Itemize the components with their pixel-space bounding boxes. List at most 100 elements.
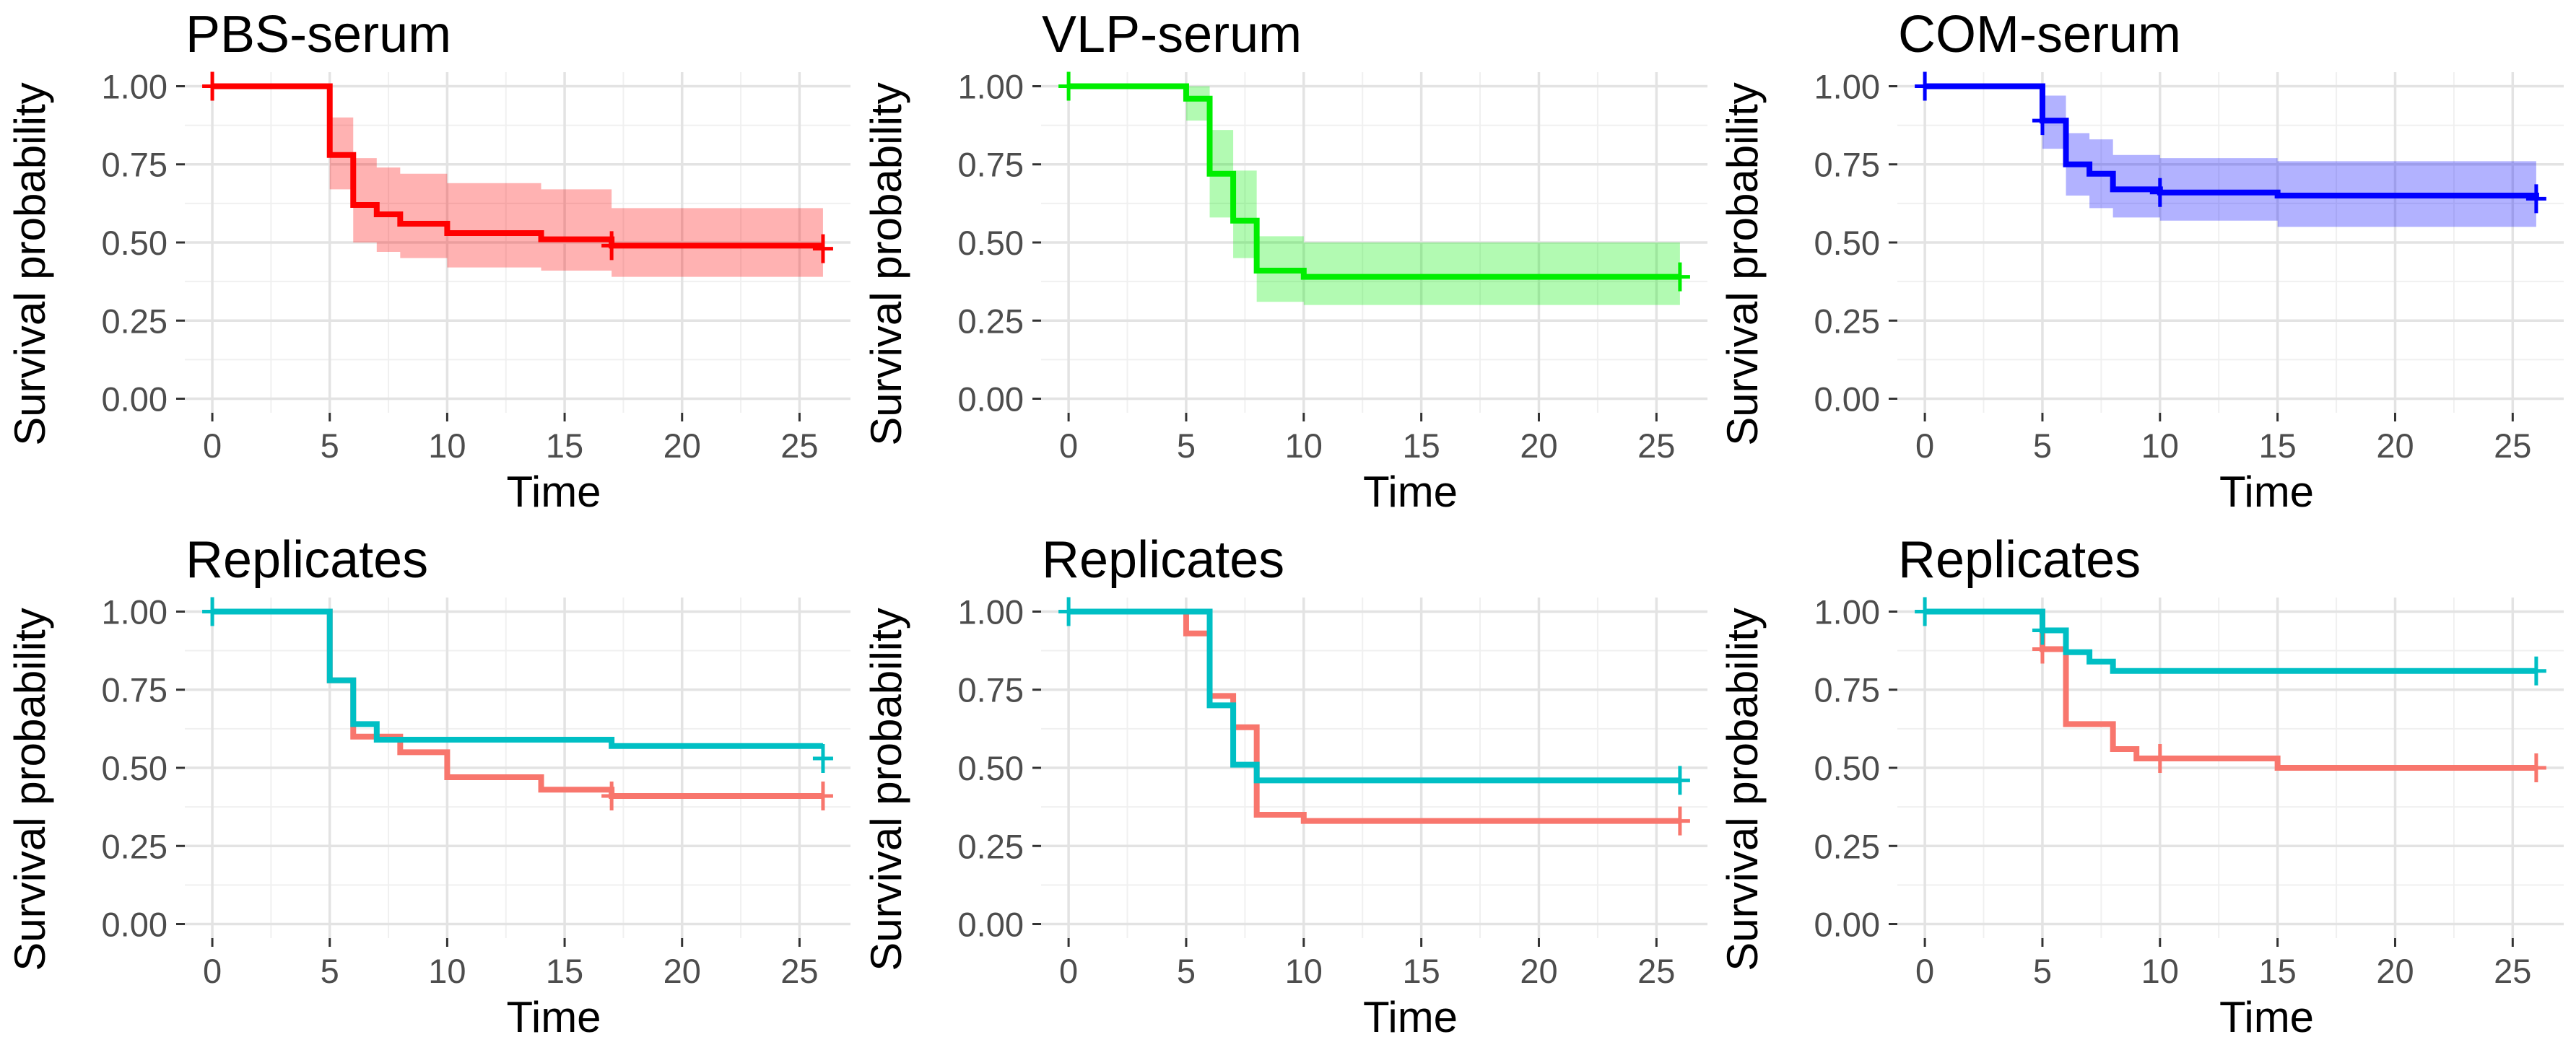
- x-tick-label: 25: [780, 952, 818, 990]
- x-tick-label: 25: [2494, 952, 2531, 990]
- panel-2: 0 5 10 15 20 25 0.00 0.25 0.50 0.75 1.00 VLP-serum T…: [862, 6, 1707, 516]
- y-tick-label: 0.75: [958, 146, 1024, 184]
- y-axis-label: Survival probability: [1718, 608, 1767, 971]
- y-tick-label: 0.00: [102, 906, 167, 944]
- survival-curve-2: [1925, 608, 2536, 674]
- x-tick-label: 5: [321, 952, 339, 990]
- y-tick-label: 0.75: [102, 671, 167, 709]
- x-tick-label: 15: [546, 426, 583, 465]
- x-tick-label: 5: [2033, 952, 2052, 990]
- y-tick-label: 0.50: [102, 224, 167, 262]
- x-tick-label: 15: [2258, 952, 2296, 990]
- x-tick-label: 5: [2033, 426, 2052, 465]
- y-axis-label: Survival probability: [1718, 82, 1767, 446]
- censor-mark: [2149, 744, 2170, 774]
- y-axis-label: Survival probability: [6, 82, 54, 446]
- x-tick-label: 15: [546, 952, 583, 990]
- panel-1: 0 5 10 15 20 25 0.00 0.25 0.50 0.75 1.00 PBS-serum T…: [6, 6, 850, 516]
- censor-mark: [812, 234, 833, 263]
- censor-mark: [2525, 753, 2546, 782]
- x-tick-label: 10: [1285, 426, 1323, 465]
- censor-mark: [202, 71, 223, 101]
- y-tick-label: 1.00: [958, 67, 1024, 105]
- x-tick-label: 25: [780, 426, 818, 465]
- panel-title: Replicates: [186, 531, 428, 589]
- survival-curve-1: [1069, 83, 1680, 280]
- x-tick-label: 5: [1177, 426, 1196, 465]
- x-tick-label: 0: [203, 426, 222, 465]
- confidence-band-1: [212, 86, 823, 277]
- censor-mark: [2032, 616, 2053, 645]
- x-tick-label: 5: [1177, 952, 1196, 990]
- confidence-band-1: [1925, 86, 2536, 227]
- y-tick-label: 1.00: [958, 592, 1024, 631]
- y-tick-label: 0.50: [1814, 224, 1880, 262]
- x-tick-label: 25: [2494, 426, 2531, 465]
- censor-mark: [812, 781, 833, 810]
- y-tick-label: 0.50: [102, 749, 167, 787]
- y-tick-label: 1.00: [102, 592, 167, 631]
- x-tick-label: 25: [1637, 952, 1675, 990]
- y-tick-label: 0.50: [958, 749, 1024, 787]
- x-tick-label: 20: [1520, 426, 1557, 465]
- y-tick-label: 0.50: [1814, 749, 1880, 787]
- censor-mark: [2525, 184, 2546, 214]
- y-tick-label: 1.00: [102, 67, 167, 105]
- x-tick-label: 15: [1402, 952, 1440, 990]
- censor-mark: [601, 231, 622, 261]
- x-tick-label: 0: [1915, 952, 1934, 990]
- censor-mark: [2032, 106, 2053, 136]
- y-tick-label: 0.00: [102, 380, 167, 419]
- y-tick-label: 1.00: [1814, 592, 1880, 631]
- censor-mark: [202, 597, 223, 626]
- censor-mark: [601, 781, 622, 810]
- x-tick-label: 0: [203, 952, 222, 990]
- y-axis-label: Survival probability: [862, 608, 910, 971]
- y-tick-label: 0.75: [1814, 671, 1880, 709]
- panel-4: 0 5 10 15 20 25 0.00 0.25 0.50 0.75 1.00 Replicates…: [6, 531, 850, 1041]
- x-tick-label: 10: [2141, 426, 2179, 465]
- y-tick-label: 0.25: [958, 827, 1024, 865]
- x-axis-label: Time: [506, 468, 601, 516]
- y-tick-label: 0.25: [102, 827, 167, 865]
- panel-title: VLP-serum: [1042, 6, 1302, 64]
- x-tick-label: 10: [2141, 952, 2179, 990]
- x-tick-label: 25: [1637, 426, 1675, 465]
- x-tick-label: 15: [1402, 426, 1440, 465]
- x-tick-label: 10: [428, 426, 466, 465]
- x-axis-label: Time: [2219, 468, 2314, 516]
- censor-mark: [1915, 71, 1936, 101]
- y-tick-label: 0.00: [958, 906, 1024, 944]
- censor-mark: [2149, 178, 2170, 207]
- y-tick-label: 0.75: [102, 146, 167, 184]
- x-tick-label: 0: [1915, 426, 1934, 465]
- y-axis-label: Survival probability: [862, 82, 910, 446]
- censor-mark: [2525, 656, 2546, 686]
- x-tick-label: 10: [1285, 952, 1323, 990]
- y-tick-label: 0.00: [1814, 906, 1880, 944]
- x-tick-label: 20: [2376, 952, 2414, 990]
- y-tick-label: 0.75: [958, 671, 1024, 709]
- y-axis-label: Survival probability: [6, 608, 54, 971]
- x-tick-label: 20: [1520, 952, 1557, 990]
- y-tick-label: 0.25: [958, 302, 1024, 340]
- y-tick-label: 1.00: [1814, 67, 1880, 105]
- survival-curve-1: [212, 83, 823, 249]
- y-tick-label: 0.00: [1814, 380, 1880, 419]
- panel-6: 0 5 10 15 20 25 0.00 0.25 0.50 0.75 1.00 Replicates…: [1718, 531, 2564, 1041]
- panel-title: Replicates: [1898, 531, 2141, 589]
- x-tick-label: 20: [663, 952, 701, 990]
- x-tick-label: 15: [2258, 426, 2296, 465]
- panel-title: PBS-serum: [186, 6, 451, 64]
- y-tick-label: 0.50: [958, 224, 1024, 262]
- survival-curve-2: [1069, 608, 1680, 784]
- x-axis-label: Time: [1363, 468, 1458, 516]
- censor-mark: [812, 744, 833, 774]
- x-tick-label: 20: [663, 426, 701, 465]
- x-tick-label: 10: [428, 952, 466, 990]
- y-tick-label: 0.25: [1814, 302, 1880, 340]
- x-tick-label: 20: [2376, 426, 2414, 465]
- censor-mark: [1915, 597, 1936, 626]
- censor-mark: [1058, 597, 1079, 626]
